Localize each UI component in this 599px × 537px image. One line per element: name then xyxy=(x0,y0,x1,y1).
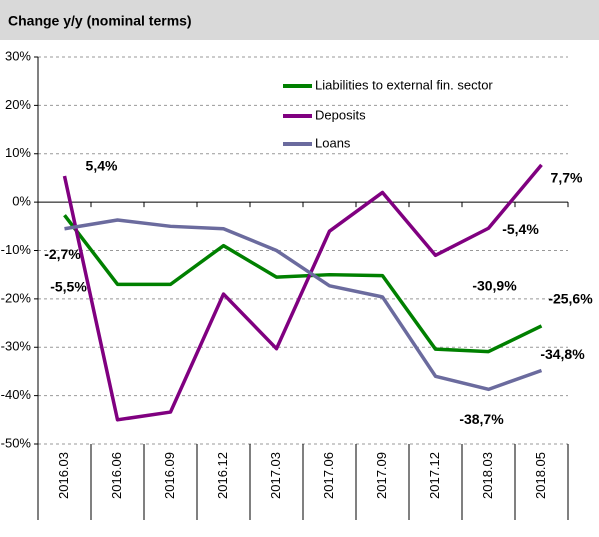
chart-title: Change y/y (nominal terms) xyxy=(8,13,192,29)
data-label: -38,7% xyxy=(459,411,504,427)
series-line xyxy=(64,218,543,392)
y-tick-label: 20% xyxy=(5,97,31,112)
series-line xyxy=(62,163,543,422)
x-tick-label: 2017.12 xyxy=(427,452,442,499)
y-tick-label: -50% xyxy=(1,435,32,450)
y-tick-label: -10% xyxy=(1,242,32,257)
title-bar xyxy=(0,0,599,40)
data-label: -5,5% xyxy=(50,278,87,294)
legend-label: Loans xyxy=(315,135,351,150)
x-tick-label: 2016.09 xyxy=(162,452,177,499)
data-label: -25,6% xyxy=(548,291,593,307)
x-tick-label: 2016.12 xyxy=(215,452,230,499)
data-label: -5,4% xyxy=(502,221,539,237)
series-line xyxy=(63,214,543,354)
x-tick-label: 2016.06 xyxy=(109,452,124,499)
data-label: 7,7% xyxy=(551,170,583,186)
legend-label: Deposits xyxy=(315,107,366,122)
data-label: -30,9% xyxy=(472,277,517,293)
data-label: -34,8% xyxy=(540,346,585,362)
y-tick-label: 30% xyxy=(5,48,31,63)
y-tick-label: 10% xyxy=(5,145,31,160)
x-tick-label: 2016.03 xyxy=(56,452,71,499)
x-tick-label: 2017.09 xyxy=(374,452,389,499)
y-tick-label: -40% xyxy=(1,387,32,402)
legend-label: Liabilities to external fin. sector xyxy=(315,77,493,92)
x-tick-label: 2017.03 xyxy=(268,452,283,499)
data-label: -2,7% xyxy=(44,246,81,262)
x-tick-label: 2018.05 xyxy=(533,452,548,499)
x-tick-label: 2017.06 xyxy=(321,452,336,499)
y-tick-label: 0% xyxy=(12,194,31,209)
y-tick-label: -30% xyxy=(1,339,32,354)
data-label: 5,4% xyxy=(86,158,118,174)
x-tick-label: 2018.03 xyxy=(480,452,495,499)
y-tick-label: -20% xyxy=(1,290,32,305)
